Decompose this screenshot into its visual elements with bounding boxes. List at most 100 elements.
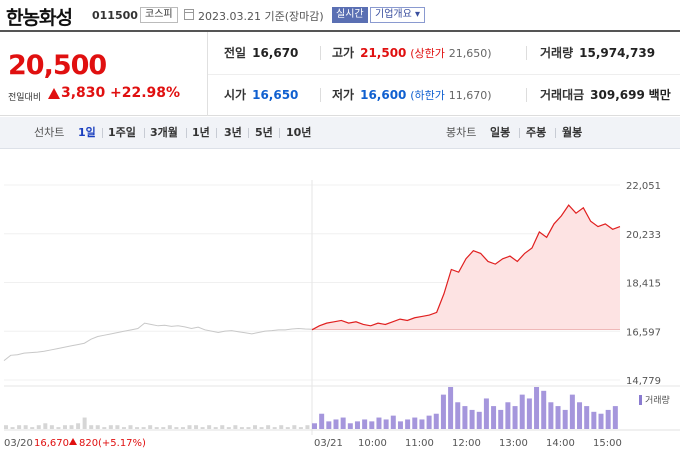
period-1d-tab[interactable]: 1일	[78, 126, 96, 139]
volume-legend: 거래량	[645, 394, 670, 406]
volume-bar	[82, 417, 87, 429]
volume-bar	[121, 427, 126, 429]
volume-legend-swatch	[639, 395, 642, 405]
footer-price: 16,670	[34, 438, 69, 449]
y-tick-label: 22,051	[626, 181, 661, 192]
volume-bar	[354, 421, 360, 429]
volume-bar	[279, 425, 284, 429]
price-info: 20,500 전일대비 3,830 +22.98% 전일 16,670 고가 21,…	[0, 30, 680, 116]
stock-code: 011500	[92, 9, 138, 22]
volume-bar	[213, 427, 218, 429]
volume-bar	[390, 415, 396, 429]
footer-up-arrow-icon	[69, 438, 77, 445]
volume-bar	[397, 421, 403, 429]
volume-bar	[49, 425, 54, 429]
volume-bar	[4, 425, 8, 429]
prev-day-line	[3, 322, 313, 362]
volume-bar	[469, 409, 475, 429]
volume-bar	[426, 415, 432, 429]
market-badge: 코스피	[140, 7, 178, 23]
volume-bar	[233, 425, 238, 429]
volume-bar	[448, 387, 454, 429]
volume-bar	[369, 421, 375, 429]
today-area	[312, 205, 620, 330]
period-1w-tab[interactable]: 1주일	[108, 126, 136, 139]
volume-bar	[555, 406, 561, 429]
current-price-panel: 20,500 전일대비 3,830 +22.98%	[0, 32, 208, 116]
volume-bar	[347, 423, 353, 429]
volume-bar	[534, 387, 540, 429]
volume-bar	[220, 425, 225, 429]
volume-bar	[462, 406, 468, 429]
candle-monthly-tab[interactable]: 월봉	[562, 126, 583, 139]
x-tick-label: 10:00	[358, 438, 387, 449]
volume-bar	[340, 417, 346, 429]
volume-bar	[605, 409, 611, 429]
volume-bar	[505, 402, 511, 429]
volume-bar	[362, 419, 368, 429]
volume-bar	[440, 394, 446, 429]
volume-bar	[455, 402, 461, 429]
volume-bar	[266, 425, 271, 429]
candle-weekly-tab[interactable]: 주봉	[526, 126, 547, 139]
x-tick-label: 03/21	[314, 438, 343, 449]
x-tick-label: 15:00	[593, 438, 622, 449]
period-3m-tab[interactable]: 3개월	[150, 126, 178, 139]
volume-bar	[154, 427, 159, 429]
y-tick-label: 18,415	[626, 279, 661, 290]
stat-amount: 거래대금 309,699 백만	[540, 88, 671, 102]
y-tick-label: 20,233	[626, 230, 661, 241]
volume-bar	[10, 427, 15, 429]
period-5y-tab[interactable]: 5년	[255, 126, 273, 139]
volume-bar	[226, 427, 231, 429]
stat-open: 시가 16,650	[224, 88, 299, 102]
volume-bar	[135, 427, 140, 429]
current-price: 20,500	[8, 50, 107, 81]
volume-bar	[584, 406, 590, 429]
prev-day-footer: 03/20 16,670 820 (+5.17%)	[4, 438, 146, 449]
volume-bar	[30, 427, 35, 429]
volume-bar	[167, 425, 172, 429]
volume-bar	[285, 427, 290, 429]
volume-bar	[562, 409, 568, 429]
footer-change: 820	[79, 438, 98, 449]
volume-bar	[319, 413, 325, 429]
volume-bar	[298, 427, 303, 429]
volume-bar	[207, 425, 212, 429]
volume-bar	[17, 425, 22, 429]
volume-bar	[62, 425, 67, 429]
footer-percent: (+5.17%)	[98, 438, 146, 449]
volume-bar	[259, 427, 264, 429]
stock-header: 한농화성 011500 코스피 2023.03.21 기준(장마감) 실시간 기…	[0, 0, 680, 30]
volume-bar	[272, 427, 277, 429]
today-line	[311, 204, 621, 331]
change-label: 전일대비	[8, 93, 42, 103]
volume-bar	[76, 423, 81, 429]
price-chart-svg: 22,051 20,233 18,415 16,597 14,779 03/21 10:0…	[3, 180, 680, 449]
volume-bar	[180, 427, 185, 429]
candle-chart-label: 봉차트	[446, 126, 477, 139]
volume-bar	[419, 419, 425, 429]
volume-bar	[433, 413, 439, 429]
period-1y-tab[interactable]: 1년	[192, 126, 210, 139]
volume-bar	[292, 425, 297, 429]
volume-bar	[326, 421, 332, 429]
realtime-button[interactable]: 실시간	[332, 7, 368, 23]
volume-bar	[161, 427, 166, 429]
up-arrow-icon	[48, 88, 60, 99]
volume-bar	[194, 425, 199, 429]
volume-bar	[519, 394, 525, 429]
company-overview-dropdown[interactable]: 기업개요 ▾	[370, 7, 426, 23]
period-3y-tab[interactable]: 3년	[224, 126, 242, 139]
price-change-percent: +22.98%	[110, 85, 181, 101]
volume-bar	[141, 427, 146, 429]
y-tick-label: 16,597	[626, 327, 661, 338]
stat-high: 고가 21,500 (상한가 21,650)	[332, 46, 492, 60]
volume-bar	[239, 427, 244, 429]
candle-daily-tab[interactable]: 일봉	[490, 126, 511, 139]
volume-bar	[577, 402, 583, 429]
period-10y-tab[interactable]: 10년	[286, 126, 312, 139]
stat-volume: 거래량 15,974,739	[540, 46, 656, 60]
volume-bar	[405, 419, 411, 429]
volume-bar	[333, 419, 339, 429]
